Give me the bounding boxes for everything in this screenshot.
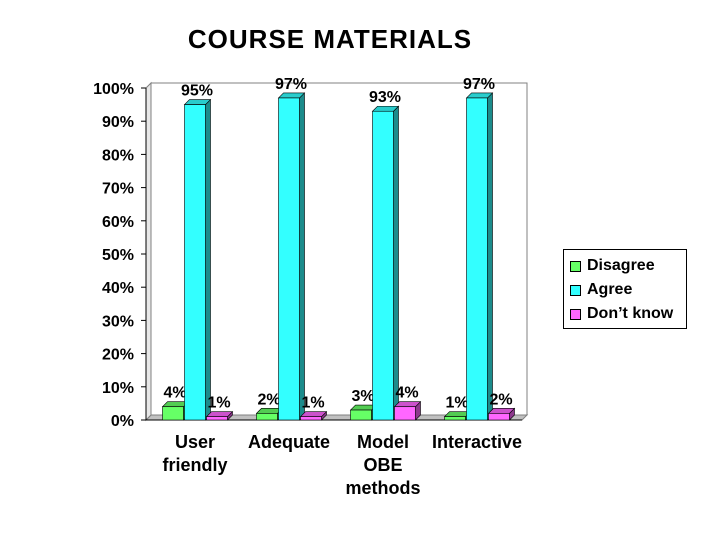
bar-top bbox=[371, 105, 400, 112]
bar bbox=[488, 413, 510, 421]
x-tick-label: Adequate bbox=[248, 432, 330, 452]
legend-item-disagree: Disagree bbox=[570, 254, 686, 278]
bar-top bbox=[487, 408, 516, 414]
legend-item-agree: Agree bbox=[570, 278, 686, 302]
data-label: 95% bbox=[181, 83, 213, 100]
bar-top bbox=[465, 92, 494, 99]
legend-label-agree: Agree bbox=[587, 281, 633, 298]
y-tick-label: 80% bbox=[102, 147, 134, 164]
bar bbox=[300, 416, 322, 421]
bar-top bbox=[183, 99, 212, 105]
bar bbox=[162, 406, 184, 421]
bar-side bbox=[205, 98, 211, 421]
data-label: 3% bbox=[351, 388, 374, 405]
y-tick-label: 20% bbox=[102, 347, 134, 364]
legend-swatch-disagree bbox=[570, 260, 581, 272]
data-label: 97% bbox=[463, 76, 495, 93]
bar bbox=[278, 97, 300, 421]
y-tick-label: 10% bbox=[102, 380, 134, 397]
data-label: 4% bbox=[163, 385, 186, 402]
bar bbox=[372, 110, 394, 421]
y-tick-label: 50% bbox=[102, 247, 134, 264]
bar bbox=[206, 416, 228, 421]
y-tick-label: 100% bbox=[93, 81, 134, 98]
bar-top bbox=[277, 92, 306, 99]
y-tick-label: 90% bbox=[102, 114, 134, 131]
data-label: 1% bbox=[445, 395, 468, 412]
bar-top bbox=[205, 411, 234, 417]
legend-swatch-agree bbox=[570, 284, 581, 296]
y-tick-label: 0% bbox=[111, 413, 134, 430]
data-label: 2% bbox=[257, 391, 280, 408]
x-tick-label: Interactive bbox=[432, 432, 522, 452]
bar bbox=[394, 406, 416, 421]
bar-side bbox=[393, 105, 399, 421]
data-label: 1% bbox=[207, 395, 230, 412]
data-label: 97% bbox=[275, 76, 307, 93]
data-label: 4% bbox=[395, 385, 418, 402]
data-label: 1% bbox=[301, 395, 324, 412]
legend-swatch-dont-know bbox=[570, 308, 581, 320]
chart-title: COURSE MATERIALS bbox=[187, 24, 473, 54]
bar bbox=[444, 416, 466, 421]
bar-side bbox=[299, 92, 305, 421]
bar-top bbox=[299, 411, 328, 417]
y-tick-label: 60% bbox=[102, 214, 134, 231]
legend-item-dont-know: Don’t know bbox=[570, 302, 686, 326]
data-label: 2% bbox=[489, 391, 512, 408]
y-tick-label: 70% bbox=[102, 181, 134, 198]
bar bbox=[350, 409, 372, 421]
y-tick-label: 40% bbox=[102, 280, 134, 297]
legend-label-dont-know: Don’t know bbox=[587, 305, 674, 322]
bar-side bbox=[487, 92, 493, 421]
plot-side-wall bbox=[145, 81, 152, 422]
chart-legend: Disagree Agree Don’t know bbox=[563, 249, 687, 329]
y-tick-label: 30% bbox=[102, 313, 134, 330]
bar-top bbox=[393, 401, 422, 408]
x-tick-label: Model OBE methods bbox=[345, 432, 420, 498]
bar bbox=[466, 97, 488, 421]
bar bbox=[256, 413, 278, 421]
x-tick-label: User friendly bbox=[162, 432, 227, 475]
bar bbox=[184, 104, 206, 421]
data-label: 93% bbox=[369, 89, 401, 106]
legend-label-disagree: Disagree bbox=[587, 257, 655, 274]
